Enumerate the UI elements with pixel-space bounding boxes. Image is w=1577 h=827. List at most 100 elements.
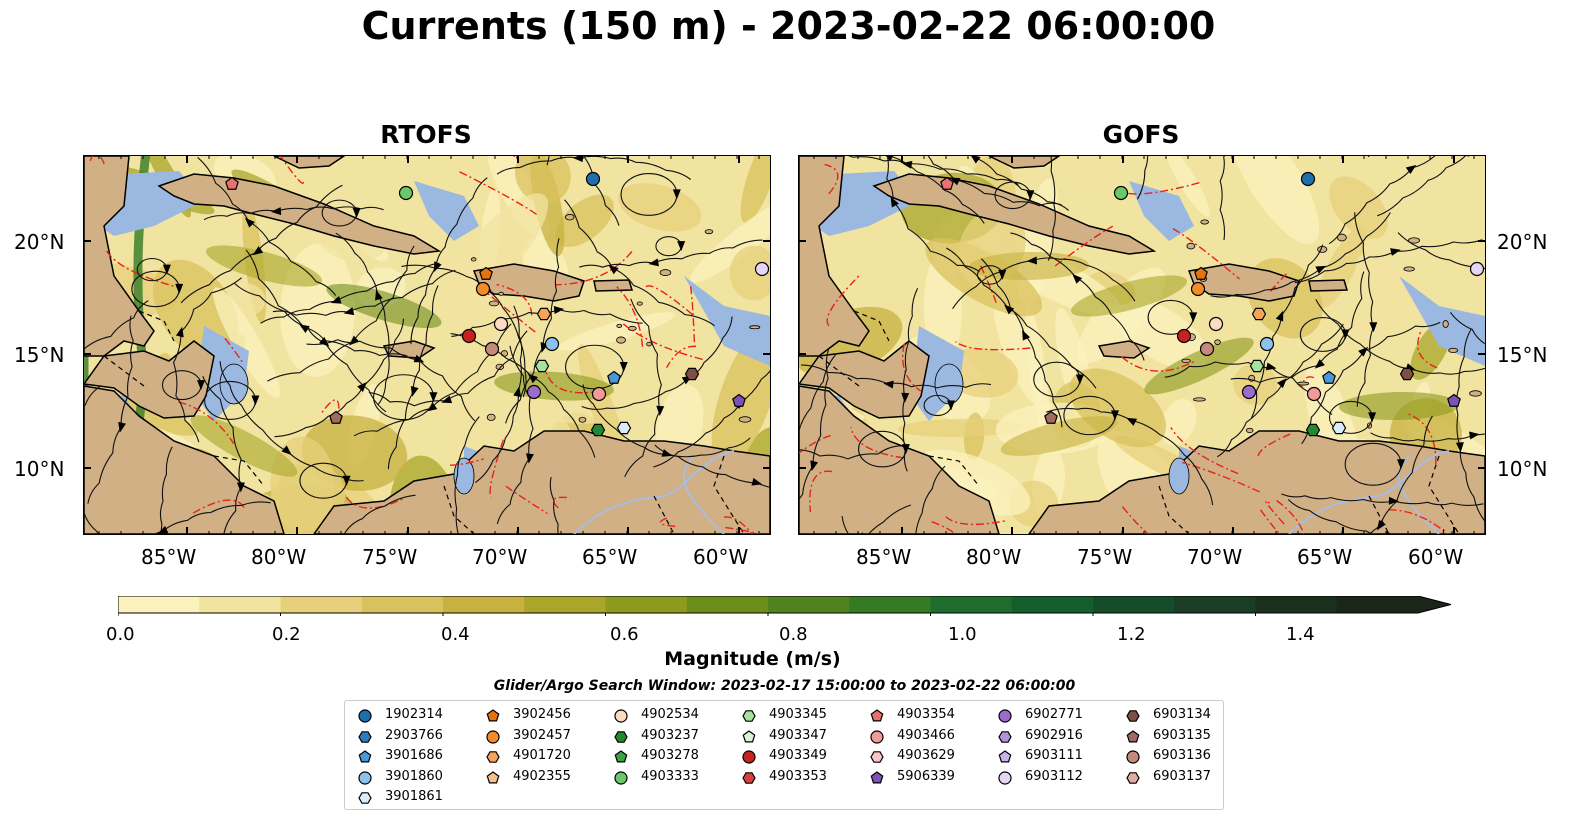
- legend-marker: [614, 709, 628, 723]
- streamline: [581, 316, 733, 410]
- streamline-arrow: [810, 460, 819, 472]
- streamline-arrow: [553, 306, 565, 314]
- strong-current-band: [1144, 337, 1254, 395]
- streamline-arrow: [947, 400, 955, 411]
- eez-boundary: [449, 458, 484, 466]
- streamline-arrow: [1111, 410, 1119, 421]
- colorbar-outline: [117, 595, 1452, 614]
- float-marker: [484, 341, 500, 357]
- streamline: [335, 232, 390, 405]
- colorbar-segment: [1336, 596, 1419, 613]
- float-marker: [225, 176, 239, 190]
- eez-boundary: [850, 427, 904, 459]
- legend-marker: [486, 770, 500, 783]
- streamline: [474, 305, 523, 484]
- eez-boundary: [1417, 331, 1438, 369]
- legend-item-label: 4903278: [641, 748, 699, 763]
- colorbar-segment: [199, 596, 281, 613]
- streamline: [153, 501, 271, 534]
- streamline-arrow: [1315, 265, 1327, 274]
- streamline-arrow: [1368, 412, 1377, 423]
- streamline: [450, 333, 596, 458]
- streamline: [1370, 432, 1485, 442]
- float-marker: [398, 185, 414, 201]
- eez-boundary: [1121, 356, 1197, 372]
- float-marker: [1113, 185, 1129, 201]
- eez-boundary: [980, 265, 998, 307]
- legend-item-label: 4901720: [513, 748, 571, 763]
- streamline-arrow: [162, 264, 171, 275]
- small-island: [488, 300, 500, 307]
- eez-boundary: [659, 517, 677, 528]
- streamline-arrow: [513, 386, 522, 398]
- streamline: [624, 298, 662, 478]
- current-magnitude-patch: [740, 156, 770, 223]
- landmass: [872, 173, 1157, 255]
- gofs-map-canvas: [799, 156, 1485, 534]
- national-border: [1368, 495, 1390, 534]
- colorbar-segment: [1011, 596, 1094, 613]
- pentagon-marker-icon: [998, 750, 1012, 763]
- colorbar-title: Magnitude (m/s): [664, 648, 841, 670]
- streamline: [496, 345, 534, 525]
- lat-label-15n-right: 15°N: [1497, 343, 1548, 367]
- pentagon-marker-icon: [614, 750, 628, 763]
- legend-item-label: 4903353: [769, 768, 827, 784]
- legend-marker: [998, 750, 1012, 763]
- streamline: [245, 249, 408, 357]
- small-island: [1448, 347, 1459, 353]
- streamline-arrow: [901, 160, 913, 169]
- lon-label-85w-left: 85°W: [141, 545, 197, 569]
- colorbar-segment: [361, 596, 444, 613]
- legend-marker: [870, 729, 884, 744]
- streamline-arrow: [118, 421, 126, 433]
- pentagon-marker-icon: [358, 750, 372, 763]
- float-marker: [1199, 341, 1215, 357]
- legend: 1902314 2903766 3901686 3901860 3901861 39024…: [344, 700, 1224, 810]
- legend-item-label: 6902916: [1025, 727, 1083, 743]
- eez-boundary: [459, 171, 540, 217]
- small-island: [616, 336, 626, 344]
- legend-marker: [614, 770, 628, 785]
- float-marker: [1306, 386, 1322, 402]
- eez-boundary: [1406, 412, 1437, 465]
- current-magnitude-patch: [1329, 176, 1388, 239]
- current-magnitude-patch: [1228, 156, 1320, 245]
- lat-label-20n-left: 20°N: [14, 230, 65, 254]
- strong-current-band: [1070, 275, 1188, 317]
- national-border: [653, 495, 675, 534]
- streamline-arrow: [1026, 256, 1038, 265]
- eez-boundary: [809, 470, 833, 513]
- streamline-arrow: [1397, 459, 1405, 470]
- colorbar-tick-2: 0.4: [441, 624, 470, 645]
- national-border: [928, 455, 980, 487]
- streamline: [549, 476, 559, 534]
- pentagon-marker-icon: [1126, 729, 1140, 742]
- streamline: [159, 446, 173, 534]
- legend-item-label: 3901861: [385, 789, 443, 804]
- panel-title-rtofs: RTOFS: [380, 120, 472, 149]
- streamline: [867, 504, 912, 534]
- eez-boundary: [955, 341, 1031, 351]
- streamline-arrow: [1075, 374, 1084, 385]
- streamline: [980, 258, 1063, 428]
- streamline-arrow: [429, 392, 438, 403]
- landmass: [273, 156, 346, 169]
- float-marker: [1331, 421, 1347, 435]
- legend-marker: [998, 709, 1012, 723]
- streamline-arrow: [1385, 531, 1396, 534]
- small-island: [704, 229, 714, 235]
- current-magnitude-patch: [729, 245, 770, 301]
- eez-boundary: [1276, 499, 1305, 534]
- current-magnitude-patch: [1112, 297, 1209, 370]
- float-marker: [940, 176, 954, 190]
- streamline-arrow: [1376, 519, 1386, 531]
- pentagon-marker-icon: [870, 770, 884, 783]
- landmass: [799, 385, 1000, 534]
- streamline-arrow: [413, 354, 425, 363]
- streamline-arrow: [375, 289, 383, 301]
- shallow-water: [1129, 181, 1194, 241]
- streamline-arrow: [1405, 164, 1417, 175]
- streamline: [1251, 244, 1324, 419]
- lon-label-65w-right: 65°W: [1297, 545, 1353, 569]
